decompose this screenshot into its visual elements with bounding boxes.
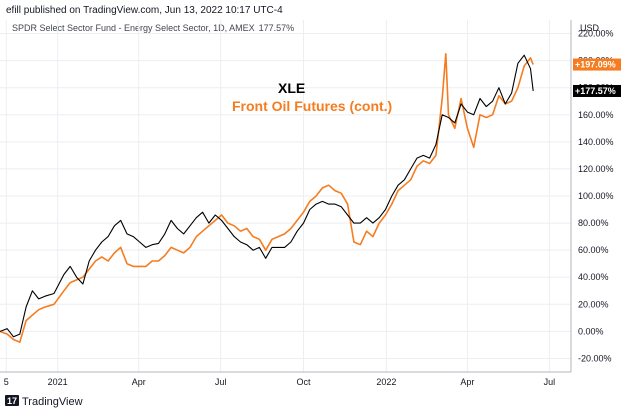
symbol-value: 177.57% [259, 23, 295, 33]
time-tick-label: Apr [460, 377, 474, 387]
time-tick-label: Jul [215, 377, 227, 387]
last-value-badge-bg [573, 84, 621, 97]
legend-xle: XLE [278, 80, 305, 96]
price-tick-label: 40.00% [578, 272, 609, 282]
price-tick-label: 100.00% [578, 191, 614, 201]
legend-oil-futures: Front Oil Futures (cont.) [232, 98, 392, 114]
symbol-description: SPDR Select Sector Fund - Energy Select … [12, 23, 255, 33]
price-tick-label: 120.00% [578, 164, 614, 174]
time-tick-label: Jul [544, 377, 556, 387]
symbol-line: SPDR Select Sector Fund - Energy Select … [12, 23, 294, 33]
publisher-line: efill published on TradingView.com, Jun … [6, 5, 283, 16]
series-line-oil-futures [0, 52, 534, 344]
tradingview-logo-icon [5, 395, 19, 406]
price-axis-unit: USD [580, 23, 600, 33]
time-tick-label: Oct [297, 377, 312, 387]
series-layer [0, 52, 534, 344]
price-tick-label: 140.00% [578, 137, 614, 147]
time-axis: 5 2021 Apr Jul Oct 2022 Apr Jul [4, 377, 555, 387]
price-tick-label: 0.00% [578, 326, 604, 336]
last-value-badge-bg [573, 58, 621, 71]
last-value-badge-label: +197.09% [575, 60, 616, 70]
series-line-xle [0, 54, 534, 338]
tradingview-logo-mark: 17 [7, 396, 17, 406]
last-value-badge-label: +177.57% [575, 86, 616, 96]
time-tick-label: 5 [4, 377, 9, 387]
grid [0, 20, 571, 372]
time-tick-label: Apr [132, 377, 146, 387]
tradingview-logo: 17 TradingView [5, 395, 83, 408]
price-tick-label: -20.00% [578, 353, 612, 363]
svg-text:SPDR Select Sector Fund - Ener: SPDR Select Sector Fund - Energy Select … [12, 23, 294, 33]
price-tick-label: 80.00% [578, 218, 609, 228]
time-tick-label: 2021 [48, 377, 68, 387]
price-tick-label: 160.00% [578, 110, 614, 120]
last-value-badges: +177.57% +197.09% [573, 58, 621, 97]
price-tick-label: 60.00% [578, 245, 609, 255]
price-tick-label: 20.00% [578, 299, 609, 309]
time-tick-label: 2022 [376, 377, 396, 387]
price-tick-label: 220.00% [578, 29, 614, 39]
tradingview-brand: TradingView [22, 396, 83, 408]
